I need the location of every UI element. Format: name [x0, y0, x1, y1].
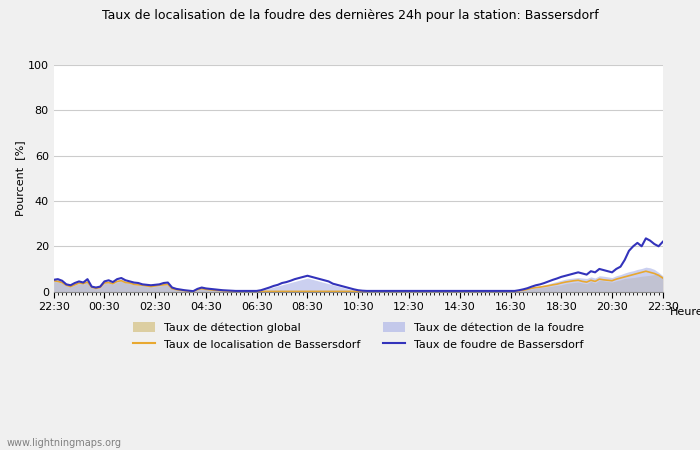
Legend: Taux de détection global, Taux de localisation de Bassersdorf, Taux de détection: Taux de détection global, Taux de locali… — [128, 318, 588, 354]
Text: www.lightningmaps.org: www.lightningmaps.org — [7, 438, 122, 448]
Text: Taux de localisation de la foudre des dernières 24h pour la station: Bassersdorf: Taux de localisation de la foudre des de… — [102, 9, 598, 22]
Y-axis label: Pourcent  [%]: Pourcent [%] — [15, 140, 25, 216]
X-axis label: Heure: Heure — [671, 307, 700, 317]
